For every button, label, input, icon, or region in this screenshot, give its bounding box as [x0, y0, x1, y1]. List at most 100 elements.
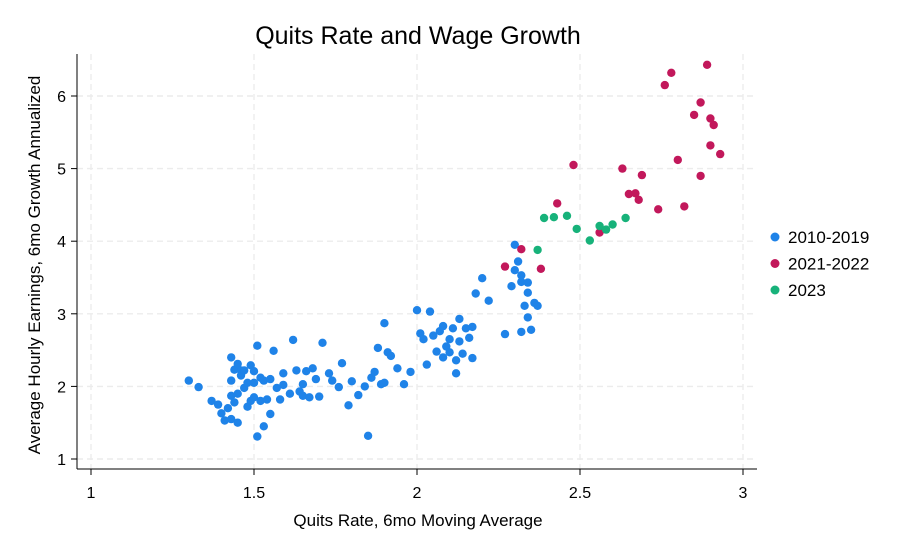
point-2010-2019	[523, 288, 532, 297]
point-2010-2019	[448, 324, 458, 333]
point-2010-2019	[458, 349, 467, 358]
point-2010-2019	[279, 369, 288, 378]
point-2010-2019	[194, 382, 203, 392]
point-2010-2019	[253, 341, 262, 350]
point-2010-2019	[451, 356, 461, 365]
point-2010-2019	[380, 378, 389, 387]
point-2010-2019	[266, 374, 275, 384]
point-2010-2019	[425, 307, 435, 316]
point-2023	[562, 211, 572, 220]
point-2010-2019	[213, 400, 223, 409]
point-2021-2022	[689, 110, 699, 120]
point-2021-2022	[680, 202, 689, 211]
point-2010-2019	[233, 389, 242, 398]
point-2021-2022	[716, 149, 725, 159]
point-2023	[621, 213, 630, 223]
point-2010-2019	[220, 416, 229, 425]
point-2023	[585, 236, 594, 245]
point-2010-2019	[347, 377, 356, 386]
point-2010-2019	[500, 329, 510, 339]
point-2010-2019	[315, 392, 324, 401]
point-2021-2022	[634, 195, 643, 204]
point-2010-2019	[526, 325, 536, 334]
point-2021-2022	[569, 160, 578, 170]
point-2021-2022	[553, 199, 562, 208]
point-2010-2019	[285, 389, 295, 398]
point-2021-2022	[618, 164, 627, 173]
y-axis-label: Average Hourly Earnings, 6mo Growth Annu…	[25, 76, 44, 455]
point-2010-2019	[386, 351, 396, 361]
x-tick-label: 1	[87, 485, 96, 502]
y-tick-label: 4	[57, 234, 66, 251]
point-2010-2019	[429, 331, 438, 340]
point-2010-2019	[324, 369, 334, 378]
x-tick-label: 3	[739, 485, 748, 502]
point-2010-2019	[243, 378, 252, 387]
point-2010-2019	[455, 337, 464, 346]
point-2010-2019	[223, 404, 233, 413]
point-2010-2019	[279, 380, 288, 390]
point-2010-2019	[344, 401, 353, 410]
data-points	[184, 60, 725, 441]
point-2010-2019	[253, 432, 262, 441]
point-2010-2019	[259, 376, 268, 385]
legend-marker-2023	[770, 285, 780, 295]
point-2010-2019	[256, 396, 265, 406]
point-2010-2019	[363, 431, 373, 440]
point-2023	[549, 213, 559, 222]
point-2010-2019	[298, 380, 308, 389]
chart-title: Quits Rate and Wage Growth	[255, 22, 581, 50]
legend: 2010-2019 2021-2022 2023	[770, 228, 869, 300]
point-2010-2019	[360, 382, 369, 391]
point-2010-2019	[233, 418, 242, 427]
point-2010-2019	[455, 314, 464, 324]
point-2010-2019	[354, 390, 363, 400]
legend-label-2021-2022: 2021-2022	[788, 255, 869, 274]
point-2010-2019	[240, 366, 249, 375]
point-2021-2022	[595, 228, 604, 237]
point-2010-2019	[311, 374, 321, 384]
x-tick-label: 2	[413, 485, 422, 502]
point-2010-2019	[461, 324, 471, 333]
point-2010-2019	[217, 409, 226, 418]
point-2010-2019	[334, 382, 343, 392]
point-2010-2019	[249, 367, 259, 376]
point-2021-2022	[667, 68, 676, 78]
point-2010-2019	[523, 313, 532, 322]
point-2010-2019	[302, 367, 311, 376]
point-2010-2019	[249, 378, 259, 387]
point-2010-2019	[406, 367, 415, 377]
point-2010-2019	[184, 376, 193, 385]
point-2010-2019	[510, 266, 519, 275]
point-2010-2019	[507, 282, 516, 291]
point-2010-2019	[468, 353, 477, 363]
point-2010-2019	[259, 422, 268, 431]
point-2010-2019	[533, 301, 542, 310]
point-2010-2019	[298, 391, 308, 400]
point-2023	[601, 225, 611, 234]
point-2010-2019	[262, 395, 272, 404]
grid	[77, 54, 757, 469]
point-2021-2022	[696, 98, 705, 107]
point-2021-2022	[631, 189, 640, 198]
point-2010-2019	[451, 369, 461, 378]
point-2010-2019	[318, 338, 327, 347]
point-2010-2019	[288, 335, 298, 345]
point-2010-2019	[438, 353, 448, 362]
point-2010-2019	[513, 257, 523, 266]
legend-marker-2010-2019	[770, 232, 780, 242]
point-2023	[572, 224, 581, 234]
point-2010-2019	[465, 333, 474, 342]
legend-marker-2021-2022	[770, 259, 780, 268]
point-2021-2022	[500, 262, 510, 271]
point-2010-2019	[523, 278, 532, 287]
point-2021-2022	[696, 171, 705, 181]
point-2010-2019	[305, 393, 314, 402]
point-2010-2019	[370, 367, 379, 377]
point-2010-2019	[337, 359, 347, 368]
x-axis-label: Quits Rate, 6mo Moving Average	[293, 511, 542, 530]
point-2010-2019	[233, 359, 242, 369]
point-2010-2019	[478, 274, 487, 283]
point-2010-2019	[230, 398, 239, 407]
point-2010-2019	[422, 360, 431, 369]
